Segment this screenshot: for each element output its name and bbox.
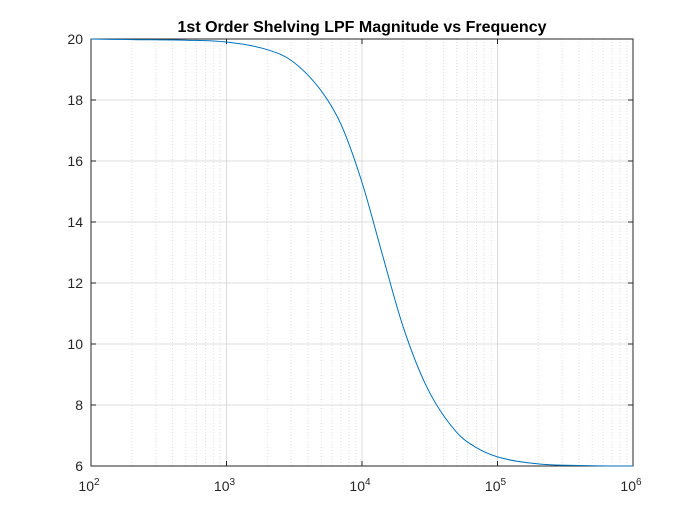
- x-tick-label-exponent: 2: [94, 477, 100, 488]
- x-tick-label-exponent: 4: [365, 477, 371, 488]
- x-tick-label: 103: [214, 477, 236, 494]
- x-tick-label-exponent: 5: [501, 477, 507, 488]
- y-tick-labels: 6 8 10 12 14 16 18 20: [67, 31, 83, 474]
- y-tick-label: 6: [75, 458, 83, 474]
- x-tick-label: 105: [485, 477, 507, 494]
- y-tick-label: 18: [67, 92, 83, 108]
- x-tick-label: 102: [78, 477, 100, 494]
- y-tick-label: 12: [67, 275, 83, 291]
- grid: [90, 38, 634, 467]
- tick-marks: [90, 38, 634, 467]
- x-tick-label-base: 10: [349, 478, 365, 494]
- y-tick-label: 10: [67, 336, 83, 352]
- x-tick-label-base: 10: [485, 478, 501, 494]
- x-tick-label-base: 10: [78, 478, 94, 494]
- x-tick-label: 106: [620, 477, 642, 494]
- x-tick-label-exponent: 6: [636, 477, 642, 488]
- y-tick-label: 16: [67, 153, 83, 169]
- x-tick-label: 104: [349, 477, 371, 494]
- x-tick-labels: 102 103 104 105 106: [78, 477, 642, 494]
- series-layer: [90, 38, 634, 467]
- series-line: [90, 38, 634, 467]
- x-tick-label-base: 10: [214, 478, 230, 494]
- x-tick-label-exponent: 3: [230, 477, 236, 488]
- x-tick-label-base: 10: [620, 478, 636, 494]
- y-tick-label: 8: [75, 397, 83, 413]
- y-tick-label: 14: [67, 214, 83, 230]
- chart-title: 1st Order Shelving LPF Magnitude vs Freq…: [178, 19, 547, 36]
- y-tick-label: 20: [67, 31, 83, 47]
